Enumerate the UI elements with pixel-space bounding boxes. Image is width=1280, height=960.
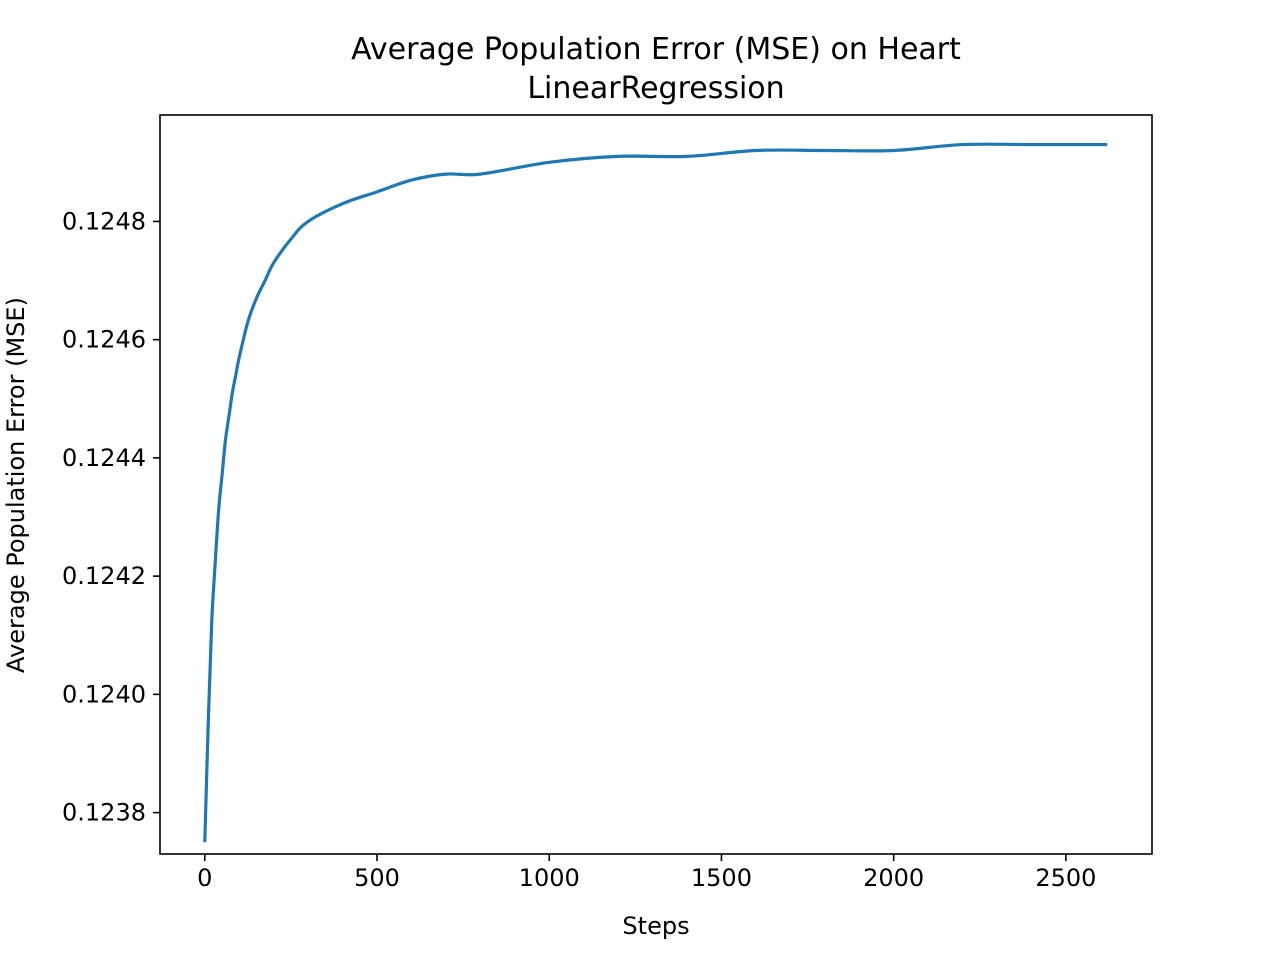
y-tick-label: 0.1242	[62, 562, 146, 590]
x-axis-label: Steps	[622, 912, 689, 940]
y-axis: 0.1238 0.1240 0.1242 0.1244 0.1246 0.1248	[62, 207, 160, 827]
plot-area-frame	[159, 114, 1153, 855]
x-tick-label: 2000	[863, 864, 924, 892]
plot-series	[203, 142, 1108, 843]
y-tick-label: 0.1244	[62, 444, 146, 472]
series-line	[203, 142, 1108, 843]
x-tick-label: 500	[354, 864, 400, 892]
x-tick-label: 1000	[519, 864, 580, 892]
y-axis-label: Average Population Error (MSE)	[2, 297, 30, 673]
x-tick-label: 2500	[1035, 864, 1096, 892]
y-tick-label: 0.1238	[62, 799, 146, 827]
chart-title: Average Population Error (MSE) on Heart	[351, 32, 961, 67]
chart-subtitle: LinearRegression	[527, 71, 784, 106]
y-tick-label: 0.1246	[62, 326, 146, 354]
x-tick-label: 1500	[691, 864, 752, 892]
y-tick-label: 0.1240	[62, 680, 146, 708]
y-tick-label: 0.1248	[62, 207, 146, 235]
x-axis: 0 500 1000 1500 2000 2500	[197, 854, 1096, 892]
x-tick-label: 0	[197, 864, 212, 892]
